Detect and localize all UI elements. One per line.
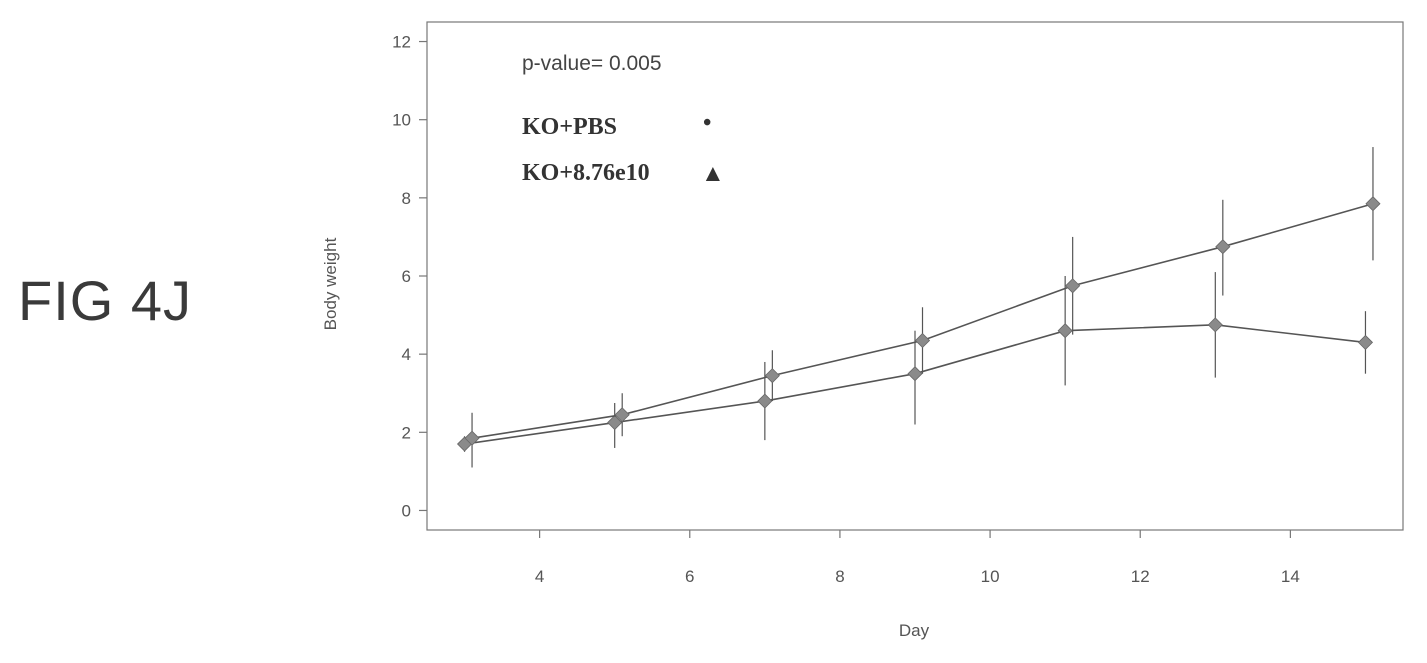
legend-symbol-ko-treated: ▲	[701, 161, 725, 187]
y-tick-label: 0	[402, 501, 411, 520]
series-ko-pbs	[456, 272, 1374, 452]
chart-series	[456, 147, 1381, 468]
legend-label-ko-pbs: KO+PBS	[522, 114, 617, 140]
y-tick-label: 10	[392, 111, 411, 130]
x-tick-label: 4	[535, 567, 544, 586]
y-tick-label: 4	[402, 345, 411, 364]
figure-label: FIG 4J	[18, 269, 193, 332]
x-tick-label: 14	[1281, 567, 1300, 586]
data-point	[1365, 196, 1381, 212]
legend-label-ko-treated: KO+8.76e10	[522, 160, 650, 186]
y-tick-label: 12	[392, 33, 411, 52]
data-point	[1207, 317, 1223, 333]
data-point	[757, 393, 773, 409]
data-point	[1215, 239, 1231, 255]
data-point	[1357, 334, 1374, 350]
data-point	[607, 414, 623, 431]
chart-axes: 0 2 4 6 8 10 12 4 6 8 10 12 14	[392, 21, 1404, 586]
data-point	[907, 366, 923, 382]
y-tick-label: 6	[402, 267, 411, 286]
y-axis-title: Body weight	[321, 237, 340, 330]
data-point	[464, 430, 480, 446]
p-value-annotation: p-value= 0.005	[522, 52, 662, 75]
x-tick-label: 8	[835, 567, 844, 586]
legend-symbol-ko-pbs: •	[703, 110, 711, 136]
x-axis-title: Day	[899, 621, 930, 640]
data-point	[1065, 278, 1081, 294]
x-tick-label: 6	[685, 567, 694, 586]
data-point	[764, 368, 780, 384]
y-tick-label: 2	[402, 423, 411, 442]
chart-legend: p-value= 0.005 KO+PBS • KO+8.76e10 ▲	[522, 52, 725, 187]
series-ko-treated	[464, 147, 1381, 468]
plot-frame	[426, 21, 1404, 531]
data-point	[914, 332, 931, 349]
x-tick-label: 10	[981, 567, 1000, 586]
data-point	[614, 407, 630, 423]
y-tick-label: 8	[402, 189, 411, 208]
data-point	[1057, 323, 1073, 339]
x-tick-label: 12	[1131, 567, 1150, 586]
